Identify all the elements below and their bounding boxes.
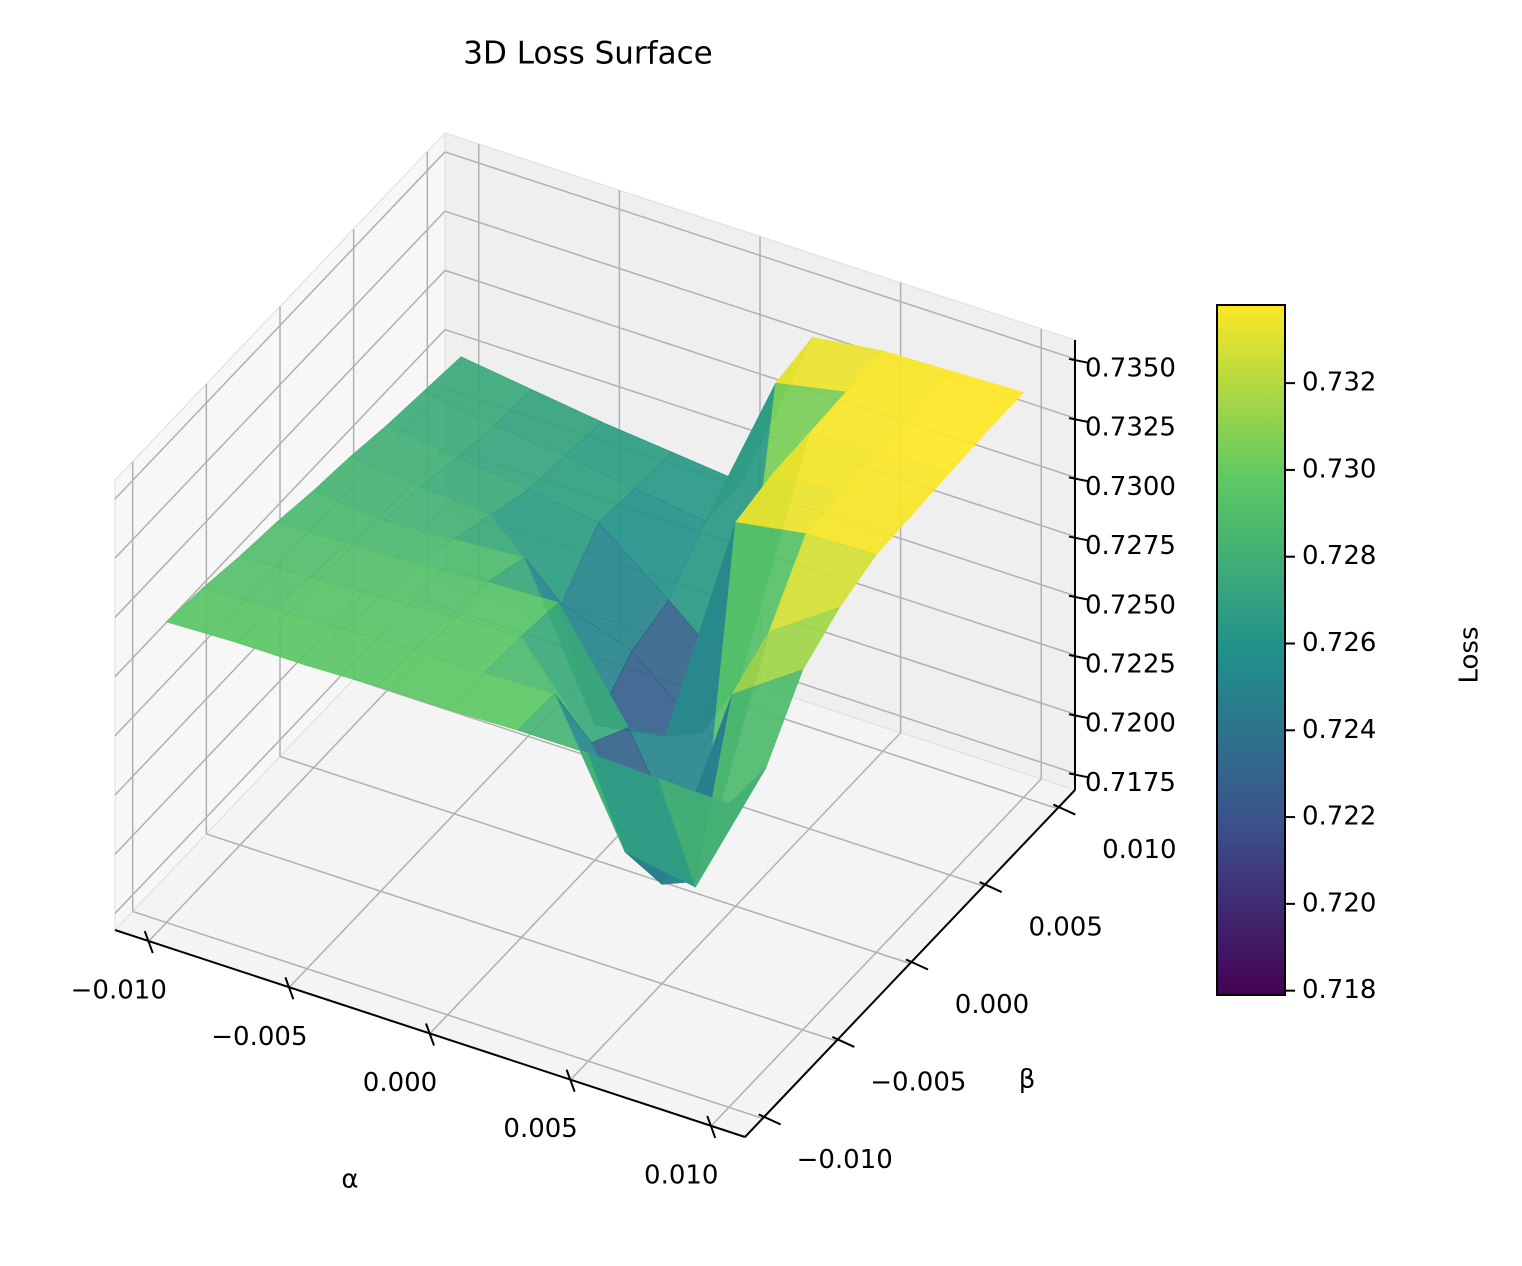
colorbar-tick-label: 0.730 <box>1302 454 1376 484</box>
grid-line <box>114 210 446 559</box>
y-tick <box>979 881 1003 893</box>
chart-title: 3D Loss Surface <box>463 36 712 72</box>
z-tick-label: 0.7225 <box>1085 650 1176 680</box>
colorbar-tick-label: 0.728 <box>1302 541 1376 571</box>
y-tick-label: 0.000 <box>955 990 1029 1020</box>
y-tick <box>831 1036 855 1048</box>
y-tick-label: −0.005 <box>870 1067 966 1097</box>
z-tick <box>1068 357 1090 364</box>
y-tick-label: 0.005 <box>1028 913 1102 943</box>
colorbar-tick-label: 0.718 <box>1302 975 1376 1005</box>
plot-3d <box>114 131 1076 1138</box>
x-tick-label: −0.010 <box>71 976 167 1006</box>
colorbar-tick-label: 0.722 <box>1302 802 1376 832</box>
x-tick-label: 0.010 <box>644 1160 718 1190</box>
x-tick <box>143 930 154 954</box>
surface-patch <box>657 767 767 888</box>
x-tick-label: 0.000 <box>363 1068 437 1098</box>
y-tick-label: 0.010 <box>1102 835 1176 865</box>
z-tick-label: 0.7325 <box>1085 413 1176 443</box>
colorbar-label: Loss <box>1455 626 1485 683</box>
grid-line <box>132 910 763 1120</box>
z-tick-label: 0.7350 <box>1085 353 1176 383</box>
y-tick <box>905 958 929 971</box>
z-tick <box>1068 476 1090 483</box>
x-tick-label: 0.005 <box>503 1114 577 1144</box>
z-tick-label: 0.7250 <box>1085 590 1176 620</box>
z-tick <box>1068 654 1090 660</box>
colorbar <box>1216 304 1286 996</box>
grid-line <box>444 151 1076 360</box>
z-tick-label: 0.7175 <box>1085 768 1176 798</box>
x-tick <box>284 976 295 1000</box>
x-tick <box>565 1069 576 1093</box>
colorbar-tick-label: 0.720 <box>1302 888 1376 918</box>
z-tick <box>1068 535 1090 542</box>
colorbar-tick-label: 0.732 <box>1302 368 1376 398</box>
z-tick-label: 0.7275 <box>1085 531 1176 561</box>
grid-line <box>279 755 911 965</box>
x-tick <box>425 1023 435 1046</box>
z-tick <box>1068 417 1090 424</box>
y-axis-label: β <box>1019 1065 1036 1095</box>
y-tick <box>1052 803 1076 816</box>
grid-line <box>114 269 446 618</box>
grid-line <box>206 833 837 1042</box>
y-tick-label: −0.010 <box>797 1145 893 1175</box>
z-tick-label: 0.7200 <box>1085 709 1176 739</box>
colorbar-tick-label: 0.726 <box>1302 628 1376 658</box>
y-tick <box>758 1113 782 1126</box>
z-tick <box>1068 713 1090 720</box>
x-axis-label: α <box>341 1165 358 1195</box>
colorbar-tick-label: 0.724 <box>1302 715 1376 745</box>
x-tick-label: −0.005 <box>211 1022 307 1052</box>
grid-line <box>114 151 446 500</box>
x-tick <box>706 1115 717 1139</box>
z-tick <box>1068 772 1090 779</box>
z-tick-label: 0.7300 <box>1085 472 1176 502</box>
z-tick <box>1068 594 1090 601</box>
axis-line <box>744 789 1076 1138</box>
